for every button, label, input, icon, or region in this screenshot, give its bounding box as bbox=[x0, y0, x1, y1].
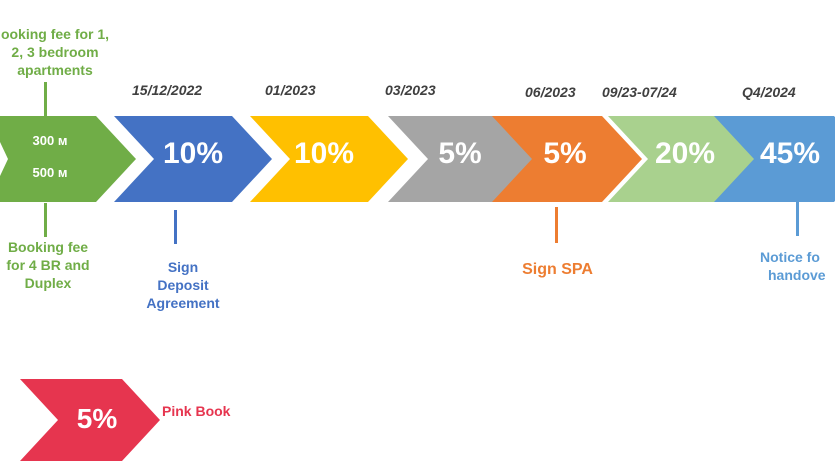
payment-arrow-6 bbox=[714, 116, 835, 202]
payment-arrow-4 bbox=[492, 116, 642, 202]
date-01-2023: 01/2023 bbox=[265, 82, 316, 98]
deposit-note-line-1: Sign bbox=[167, 259, 199, 275]
payment-arrow-2 bbox=[250, 116, 408, 202]
payment-percent-1: 10% bbox=[163, 137, 223, 170]
payment-percent-2: 10% bbox=[294, 137, 354, 170]
notice-handover-label: Notice fo handove bbox=[760, 248, 835, 284]
booking-bottom-stem bbox=[44, 203, 47, 237]
booking-bottom-label: Booking fee for 4 BR and Duplex bbox=[0, 238, 108, 292]
date-15-12-2022: 15/12/2022 bbox=[132, 82, 203, 98]
booking-top-line-1: ooking fee for 1, bbox=[0, 26, 110, 42]
booking-bottom-line-2: for 4 BR and bbox=[6, 257, 90, 273]
booking-bottom-line-1: Booking fee bbox=[7, 239, 89, 255]
date-03-2023: 03/2023 bbox=[385, 82, 436, 98]
deposit-note-line-2: Deposit bbox=[157, 277, 209, 293]
payment-arrow-3 bbox=[388, 116, 538, 202]
sign-spa-label: Sign SPA bbox=[522, 261, 593, 278]
payment-percent-6: 45% bbox=[760, 137, 820, 170]
payment-percent-3: 5% bbox=[438, 137, 481, 170]
payment-arrow-5 bbox=[608, 116, 756, 202]
booking-top-stem bbox=[44, 82, 47, 116]
payment-percent-5: 20% bbox=[655, 137, 715, 170]
handover-stem bbox=[796, 202, 799, 236]
booking-amount-300: 300 м bbox=[32, 133, 68, 148]
deposit-stem bbox=[174, 210, 177, 244]
pink-book-percent: 5% bbox=[77, 403, 118, 434]
pink-book-label: Pink Book bbox=[162, 403, 231, 419]
booking-fee-arrow bbox=[0, 116, 136, 202]
date-q4-2024: Q4/2024 bbox=[742, 84, 796, 100]
booking-fee-arrow-notch bbox=[0, 142, 8, 176]
payment-arrow-1 bbox=[114, 116, 272, 202]
booking-bottom-line-3: Duplex bbox=[24, 275, 72, 291]
date-09-23-07-24: 09/23-07/24 bbox=[602, 84, 677, 100]
booking-top-line-3: apartments bbox=[17, 62, 93, 78]
pink-book-arrow bbox=[20, 379, 160, 461]
sign-deposit-agreement-label: Sign Deposit Agreement bbox=[128, 258, 238, 312]
deposit-note-line-3: Agreement bbox=[146, 295, 220, 311]
spa-stem bbox=[555, 207, 558, 243]
payment-percent-4: 5% bbox=[543, 137, 586, 170]
booking-top-line-2: 2, 3 bedroom bbox=[11, 44, 99, 60]
booking-top-label: ooking fee for 1, 2, 3 bedroom apartment… bbox=[0, 25, 120, 79]
handover-note-line-2: handove bbox=[768, 267, 826, 283]
handover-note-line-1: Notice fo bbox=[760, 249, 820, 265]
booking-amount-500: 500 м bbox=[32, 165, 68, 180]
date-06-2023: 06/2023 bbox=[525, 84, 576, 100]
